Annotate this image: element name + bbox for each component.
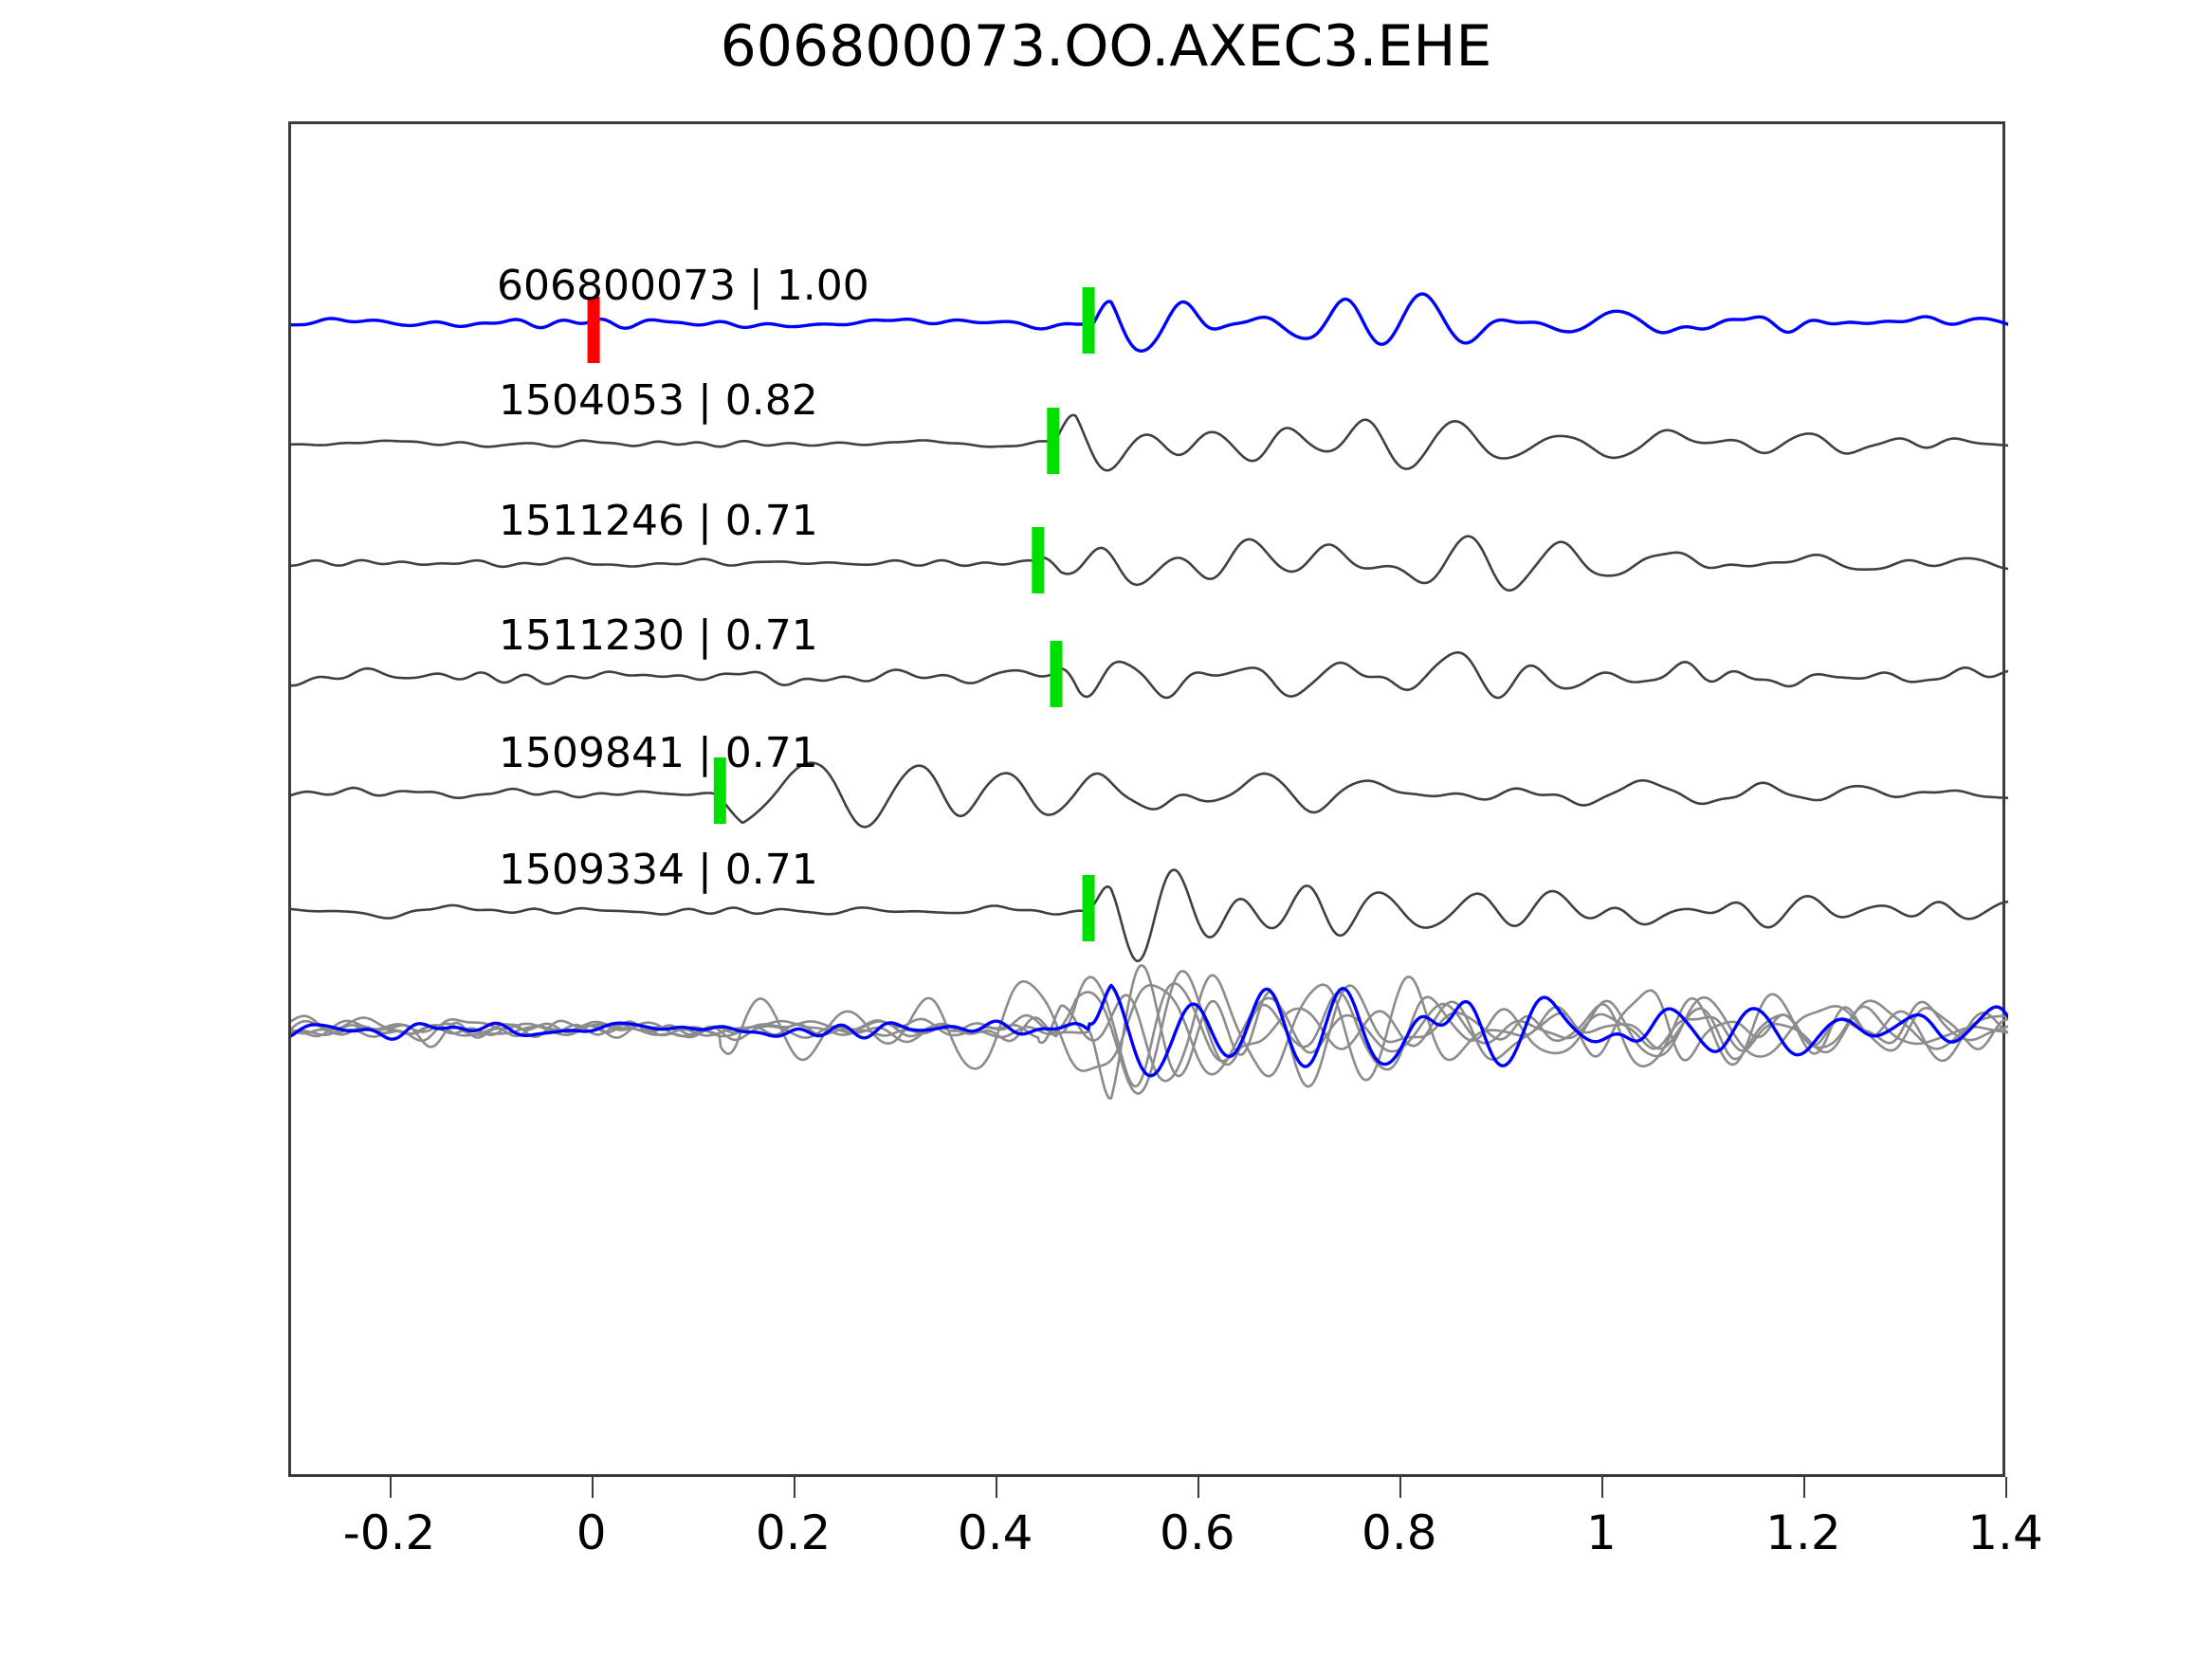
x-tick-label-4: 0.6 [1160,1505,1235,1560]
x-tick-label-0: -0.2 [342,1505,436,1560]
x-tick-label-8: 1.4 [1967,1505,2043,1560]
pick-marker-1509334 [1082,875,1095,941]
x-tick-2 [793,1477,795,1498]
waveform-trace-1511246 [291,535,2008,592]
waveform-canvas [291,287,2008,1101]
trace-label-1509334: 1509334 | 0.71 [499,846,818,894]
x-tick-0 [389,1477,392,1498]
x-tick-label-3: 0.4 [957,1505,1033,1560]
pick-marker-1511246 [1032,527,1045,593]
trace-label-1504053: 1504053 | 0.82 [499,376,818,425]
x-tick-6 [1600,1477,1603,1498]
waveform-trace-606800073 [291,292,2008,353]
x-tick-8 [2005,1477,2007,1498]
page-title: 606800073.OO.AXEC3.EHE [720,13,1492,80]
x-tick-label-5: 0.8 [1362,1505,1437,1560]
waveform-trace-1504053 [291,413,2008,472]
plot-area [288,121,2008,1477]
overlay-trace-template [291,983,2008,1078]
x-tick-label-2: 0.2 [755,1505,832,1560]
x-tick-4 [1197,1477,1199,1498]
x-tick-label-7: 1.2 [1765,1505,1841,1560]
x-tick-3 [995,1477,997,1498]
trace-label-1509841: 1509841 | 0.71 [499,729,818,777]
waveform-trace-1509334 [291,868,2008,963]
pick-marker-1509841 [713,757,726,824]
waveform-trace-1511230 [291,651,2008,700]
pick-marker-1511230 [1050,641,1063,707]
overlay-trace-gray-3 [291,980,2008,1076]
origin-marker-606800073 [587,297,600,363]
x-tick-1 [591,1477,594,1498]
x-axis: -0.2 0 0.2 0.4 0.6 0.8 1 1.2 1.4 [288,1477,2043,1591]
trace-label-1511230: 1511230 | 0.71 [499,611,818,660]
pick-marker-1504053 [1047,408,1060,474]
x-tick-7 [1802,1477,1805,1498]
x-tick-label-1: 0 [576,1505,607,1560]
waveform-trace-1509841 [291,761,2008,829]
x-tick-label-6: 1 [1585,1505,1617,1560]
pick-marker-606800073 [1082,287,1095,354]
trace-label-1511246: 1511246 | 0.71 [499,497,818,545]
x-tick-5 [1398,1477,1401,1498]
trace-label-606800073: 606800073 | 1.00 [497,262,869,310]
